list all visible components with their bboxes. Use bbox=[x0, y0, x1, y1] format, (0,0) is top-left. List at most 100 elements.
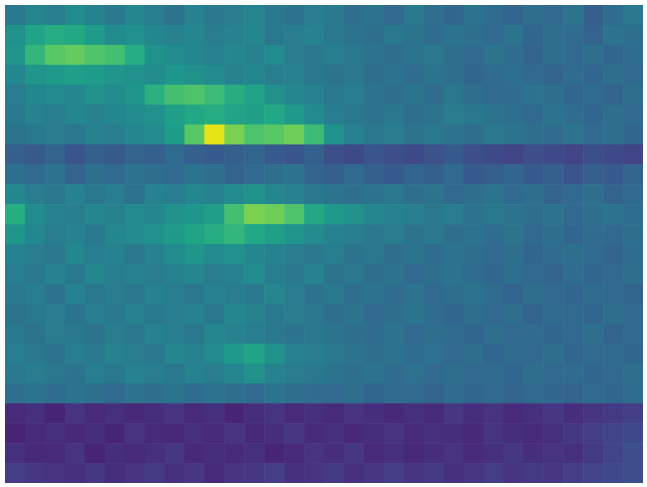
heatmap-cell bbox=[324, 324, 345, 345]
heatmap-cell bbox=[444, 244, 465, 265]
heatmap-cell bbox=[424, 65, 445, 86]
heatmap-cell bbox=[623, 344, 643, 365]
heatmap-cell bbox=[45, 164, 66, 185]
heatmap-cell bbox=[184, 463, 205, 483]
heatmap-cell bbox=[244, 383, 265, 404]
heatmap-cell bbox=[264, 344, 285, 365]
heatmap-cell bbox=[145, 184, 166, 205]
heatmap-cell bbox=[184, 364, 205, 385]
heatmap-cell bbox=[484, 224, 505, 245]
heatmap-cell bbox=[344, 383, 365, 404]
chart bbox=[0, 0, 647, 487]
heatmap-cell bbox=[45, 204, 66, 225]
heatmap-cell bbox=[5, 304, 26, 325]
heatmap-cell bbox=[324, 65, 345, 86]
heatmap-cell bbox=[623, 423, 643, 444]
heatmap-cell bbox=[204, 85, 225, 106]
heatmap-cell bbox=[85, 144, 106, 165]
heatmap-cell bbox=[523, 244, 544, 265]
heatmap-cell bbox=[304, 284, 325, 305]
heatmap-cell bbox=[5, 324, 26, 345]
heatmap-cell bbox=[204, 204, 225, 225]
heatmap-cell bbox=[244, 244, 265, 265]
heatmap-cell bbox=[404, 85, 425, 106]
heatmap-cell bbox=[125, 463, 146, 483]
heatmap-cell bbox=[204, 45, 225, 66]
heatmap-cell bbox=[284, 284, 305, 305]
heatmap-cell bbox=[464, 164, 485, 185]
heatmap-cell bbox=[125, 125, 146, 146]
heatmap-cell bbox=[583, 403, 604, 424]
heatmap-cell bbox=[543, 85, 564, 106]
heatmap-cell bbox=[45, 224, 66, 245]
heatmap-cell bbox=[5, 443, 26, 464]
heatmap-cell bbox=[563, 284, 584, 305]
heatmap-cell bbox=[344, 324, 365, 345]
heatmap-cell bbox=[523, 25, 544, 46]
heatmap-cell bbox=[523, 264, 544, 285]
heatmap-cell bbox=[125, 264, 146, 285]
heatmap-cell bbox=[364, 244, 385, 265]
heatmap-cell bbox=[484, 105, 505, 126]
heatmap-cell bbox=[45, 85, 66, 106]
heatmap-cell bbox=[204, 443, 225, 464]
heatmap-cell bbox=[364, 224, 385, 245]
heatmap-cell bbox=[284, 144, 305, 165]
heatmap-cell bbox=[424, 304, 445, 325]
heatmap-cell bbox=[125, 25, 146, 46]
heatmap-cell bbox=[145, 264, 166, 285]
heatmap-cell bbox=[563, 204, 584, 225]
heatmap-cell bbox=[424, 344, 445, 365]
heatmap-cell bbox=[65, 244, 86, 265]
heatmap-cell bbox=[623, 244, 643, 265]
heatmap-cell bbox=[45, 344, 66, 365]
heatmap-cell bbox=[304, 25, 325, 46]
heatmap-cell bbox=[304, 364, 325, 385]
heatmap-cell bbox=[65, 324, 86, 345]
heatmap-cell bbox=[165, 383, 186, 404]
heatmap-cell bbox=[444, 264, 465, 285]
heatmap-cell bbox=[204, 284, 225, 305]
heatmap-cell bbox=[384, 264, 405, 285]
heatmap-cell bbox=[503, 423, 524, 444]
heatmap-cell bbox=[404, 403, 425, 424]
heatmap-cell bbox=[603, 25, 624, 46]
heatmap-cell bbox=[224, 204, 245, 225]
heatmap-cell bbox=[25, 45, 46, 66]
heatmap-cell bbox=[204, 264, 225, 285]
heatmap-cell bbox=[623, 443, 643, 464]
heatmap-cell bbox=[224, 463, 245, 483]
heatmap-cell bbox=[65, 204, 86, 225]
heatmap-cell bbox=[264, 364, 285, 385]
heatmap-cell bbox=[464, 144, 485, 165]
heatmap-cell bbox=[344, 304, 365, 325]
heatmap-cell bbox=[105, 244, 126, 265]
heatmap-cell bbox=[523, 224, 544, 245]
heatmap-cell bbox=[125, 324, 146, 345]
heatmap-cell bbox=[523, 284, 544, 305]
heatmap-cell bbox=[284, 204, 305, 225]
heatmap-cell bbox=[105, 463, 126, 483]
heatmap-cell bbox=[25, 383, 46, 404]
heatmap-cell bbox=[404, 25, 425, 46]
heatmap-cell bbox=[464, 65, 485, 86]
heatmap-cell bbox=[5, 45, 26, 66]
heatmap-cell bbox=[503, 125, 524, 146]
heatmap-cell bbox=[165, 244, 186, 265]
heatmap-cell bbox=[464, 324, 485, 345]
heatmap-cell bbox=[583, 244, 604, 265]
heatmap-cell bbox=[543, 264, 564, 285]
heatmap-cell bbox=[603, 125, 624, 146]
heatmap-cell bbox=[623, 463, 643, 483]
heatmap-cell bbox=[224, 264, 245, 285]
heatmap-cell bbox=[244, 184, 265, 205]
heatmap-cell bbox=[543, 304, 564, 325]
heatmap-cell bbox=[125, 224, 146, 245]
heatmap-cell bbox=[105, 85, 126, 106]
heatmap-cell bbox=[444, 125, 465, 146]
heatmap-cell bbox=[45, 184, 66, 205]
heatmap-cell bbox=[503, 204, 524, 225]
heatmap-cell bbox=[304, 184, 325, 205]
heatmap-cell bbox=[543, 284, 564, 305]
heatmap-cell bbox=[523, 184, 544, 205]
